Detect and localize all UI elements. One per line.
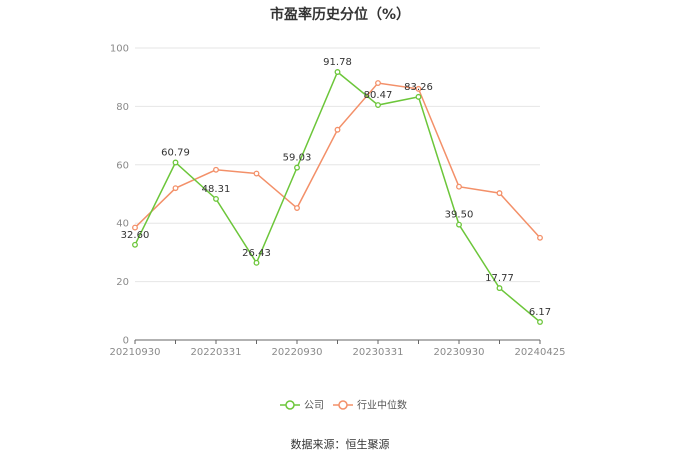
data-point [456,183,462,190]
data-point [537,319,543,325]
data-label: 60.79 [161,147,190,158]
data-point [334,126,341,133]
data-label: 48.31 [202,184,231,195]
data-point [132,224,138,231]
legend-label: 公司 [304,401,324,412]
x-tick-label: 20240425 [515,347,566,358]
data-label: 6.17 [529,307,551,318]
series-line-0 [134,70,541,323]
data-source-note: 数据来源：恒生聚源 [290,438,390,451]
y-tick-label: 40 [116,219,129,230]
data-point [375,102,381,108]
legend-swatch-marker [285,400,295,410]
data-point [294,164,300,171]
data-point [253,259,260,266]
x-tick-label: 20230331 [353,347,404,358]
data-label: 17.77 [485,273,514,284]
x-tick-label: 20210930 [110,347,161,358]
data-point [537,234,543,241]
data-point [496,190,503,197]
legend-label: 行业中位数 [357,399,407,412]
data-label: 39.50 [445,210,474,221]
data-label: 80.47 [364,90,393,101]
data-point [213,166,219,173]
y-tick-label: 100 [110,44,129,55]
x-tick-label: 20220930 [272,347,323,358]
y-tick-label: 80 [116,102,129,113]
data-point [294,205,300,211]
data-point [172,159,179,166]
data-label: 32.60 [121,230,150,241]
data-point [415,93,422,100]
data-label: 83.26 [404,82,433,93]
data-point [456,221,462,228]
data-point [253,170,260,177]
data-point [496,285,503,292]
data-point [334,69,341,75]
data-label: 59.03 [283,153,312,164]
data-point [375,80,381,86]
data-label: 91.78 [323,57,352,68]
y-tick-label: 0 [123,336,129,347]
legend-swatch-marker [338,400,348,410]
data-point [172,185,179,192]
y-tick-label: 60 [116,160,129,171]
x-tick-label: 20230930 [434,347,485,358]
data-point [132,241,138,248]
data-point [213,195,219,202]
x-tick-label: 20220331 [191,347,242,358]
y-tick-label: 20 [116,277,129,288]
chart-title: 市盈率历史分位（%） [269,7,411,23]
data-label: 26.43 [242,248,271,259]
data-point [415,85,422,92]
